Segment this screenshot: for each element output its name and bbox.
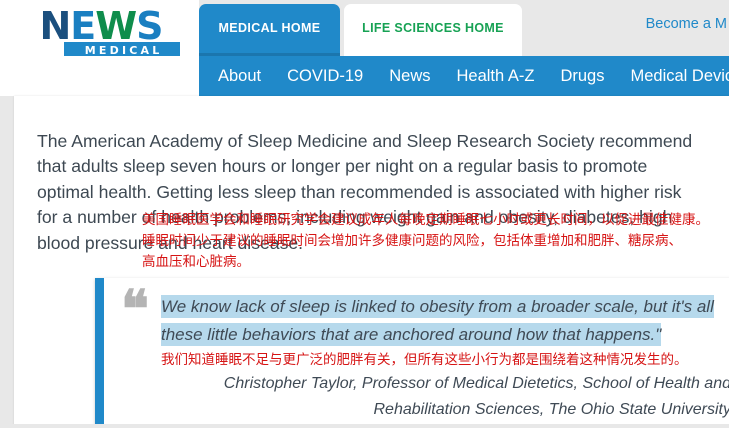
blockquote-text: We know lack of sleep is linked to obesi… [161, 293, 729, 349]
logo-letter-n: N [39, 8, 71, 44]
navbar-left-fill [0, 56, 199, 96]
logo-bar-medical: MEDICAL [64, 42, 180, 60]
article-paragraph-translation: 美国睡眠医学会和睡眠研究学会建议成年人每晚定期睡眠七小时或更长时间，以促进最佳健… [142, 210, 729, 273]
site-header: NEWS MEDICAL LIFE SCIENCES MEDICAL HOME … [0, 0, 729, 96]
blockquote-text-translation: 我们知道睡眠不足与更广泛的肥胖有关，但所有这些小行为都是围绕着这种情况发生的。 [161, 352, 688, 368]
primary-navbar-items: About COVID-19 News Health A-Z Drugs Med… [199, 56, 729, 96]
tab-medical-home[interactable]: MEDICAL HOME [199, 4, 340, 56]
nav-item-about[interactable]: About [218, 67, 262, 85]
blockquote-body: We know lack of sleep is linked to obesi… [161, 293, 729, 370]
blockquote-attribution: Christopher Taylor, Professor of Medical… [223, 375, 729, 418]
logo-letter-w: W [95, 8, 137, 44]
page-bottom-edge [0, 424, 729, 428]
blockquote-accent-bar [95, 278, 104, 428]
logo-letter-s: S [136, 8, 163, 44]
nav-item-covid-19[interactable]: COVID-19 [287, 67, 364, 85]
translation-line: 睡眠时间少于建议的睡眠时间会增加许多健康问题的风险，包括体重增加和肥胖、糖尿病、 [142, 233, 682, 249]
article-paragraph: The American Academy of Sleep Medicine a… [37, 130, 693, 253]
become-a-member-link[interactable]: Become a M [645, 16, 727, 32]
primary-navbar: About COVID-19 News Health A-Z Drugs Med… [199, 56, 729, 96]
tab-life-sciences-home[interactable]: LIFE SCIENCES HOME [344, 4, 522, 56]
active-tab-seam [199, 53, 340, 57]
logo-wordmark-news: NEWS [22, 8, 180, 44]
nav-item-medical-devices[interactable]: Medical Devices [630, 67, 729, 85]
quote-mark-icon: ❝ [121, 279, 149, 340]
nav-item-health-a-z[interactable]: Health A-Z [456, 67, 535, 85]
blockquote-card: ❝ We know lack of sleep is linked to obe… [95, 278, 729, 428]
logo-letter-e: E [70, 8, 96, 44]
nav-item-news[interactable]: News [389, 67, 431, 85]
nav-item-drugs[interactable]: Drugs [560, 67, 605, 85]
translation-line: 美国睡眠医学会和睡眠研究学会建议成年人每晚定期睡眠七小时或更长时间，以促进最佳健… [142, 212, 709, 228]
blockquote-text-highlight: We know lack of sleep is linked to obesi… [161, 295, 714, 346]
article-content: The American Academy of Sleep Medicine a… [14, 96, 729, 428]
translation-line: 高血压和心脏病。 [142, 254, 250, 270]
